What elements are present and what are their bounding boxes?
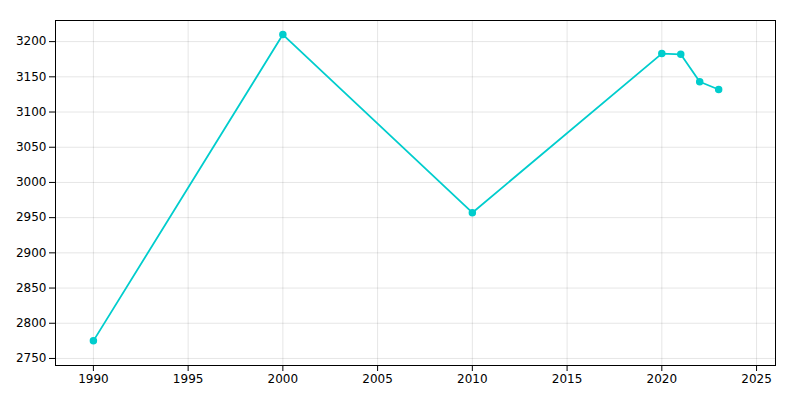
svg-text:2015: 2015 [552,372,583,386]
svg-text:3200: 3200 [16,34,47,48]
svg-text:2750: 2750 [16,351,47,365]
svg-text:2900: 2900 [16,246,47,260]
svg-text:2020: 2020 [647,372,678,386]
svg-text:2800: 2800 [16,316,47,330]
svg-text:2010: 2010 [457,372,488,386]
svg-text:2950: 2950 [16,210,47,224]
svg-text:2005: 2005 [362,372,393,386]
svg-text:3100: 3100 [16,105,47,119]
svg-text:2000: 2000 [268,372,299,386]
svg-text:2025: 2025 [741,372,772,386]
svg-text:1995: 1995 [173,372,204,386]
svg-text:2850: 2850 [16,281,47,295]
svg-text:3150: 3150 [16,70,47,84]
svg-text:3050: 3050 [16,140,47,154]
svg-text:1990: 1990 [78,372,109,386]
svg-text:3000: 3000 [16,175,47,189]
